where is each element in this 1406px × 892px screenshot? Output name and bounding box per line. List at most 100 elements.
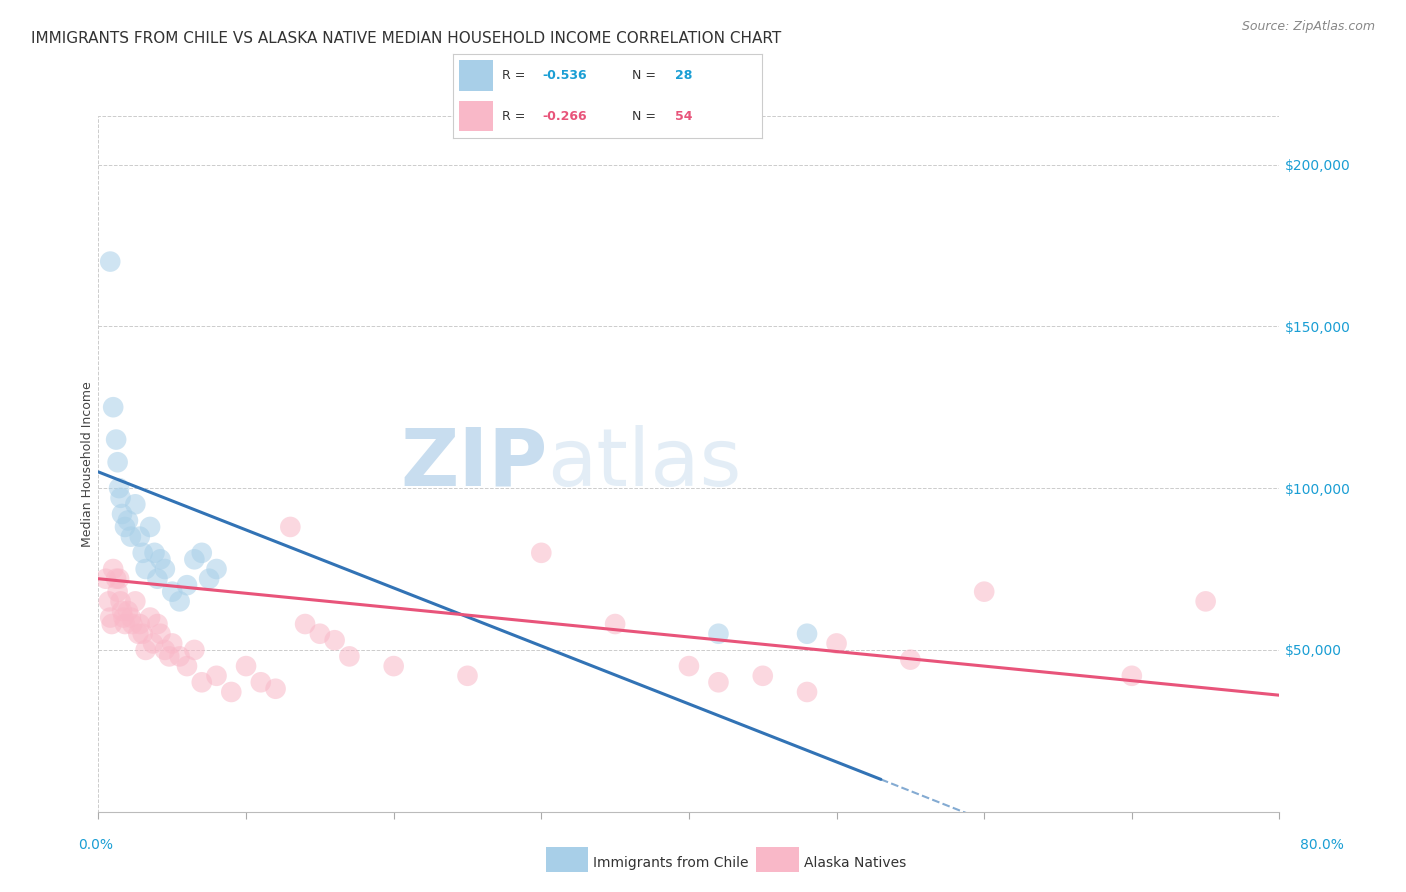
- Point: [139, 610, 162, 624]
- Point: [146, 617, 169, 632]
- Text: Immigrants from Chile: Immigrants from Chile: [593, 855, 749, 870]
- Point: [153, 562, 176, 576]
- Point: [456, 669, 478, 683]
- Point: [707, 675, 730, 690]
- Text: N =: N =: [633, 110, 661, 123]
- Point: [107, 584, 129, 599]
- Point: [183, 643, 205, 657]
- Point: [264, 681, 287, 696]
- Point: [142, 636, 165, 650]
- FancyBboxPatch shape: [458, 101, 494, 131]
- Point: [707, 626, 730, 640]
- Point: [183, 552, 205, 566]
- Text: N =: N =: [633, 69, 661, 82]
- Point: [1121, 669, 1143, 683]
- Point: [110, 594, 132, 608]
- Point: [120, 610, 142, 624]
- Point: [143, 546, 166, 560]
- Point: [110, 491, 132, 505]
- Text: R =: R =: [502, 69, 530, 82]
- Text: 0.0%: 0.0%: [79, 838, 112, 852]
- Point: [309, 626, 332, 640]
- Point: [135, 562, 157, 576]
- Text: 54: 54: [675, 110, 693, 123]
- Point: [132, 546, 155, 560]
- Text: ZIP: ZIP: [399, 425, 547, 503]
- Point: [205, 562, 228, 576]
- Point: [124, 497, 146, 511]
- Text: Source: ZipAtlas.com: Source: ZipAtlas.com: [1241, 20, 1375, 33]
- Point: [108, 481, 131, 495]
- Point: [114, 617, 136, 632]
- Point: [132, 626, 155, 640]
- Point: [153, 643, 176, 657]
- Point: [323, 633, 346, 648]
- Point: [105, 433, 128, 447]
- Point: [94, 572, 117, 586]
- Point: [162, 584, 183, 599]
- Text: -0.536: -0.536: [543, 69, 588, 82]
- Point: [796, 626, 818, 640]
- Point: [100, 617, 122, 632]
- Point: [382, 659, 405, 673]
- Point: [117, 604, 139, 618]
- Point: [108, 572, 131, 586]
- Text: R =: R =: [502, 110, 530, 123]
- Point: [278, 520, 302, 534]
- Point: [117, 513, 139, 527]
- Point: [751, 669, 773, 683]
- Point: [1195, 594, 1218, 608]
- Point: [107, 455, 129, 469]
- Point: [973, 584, 995, 599]
- Point: [530, 546, 553, 560]
- Point: [149, 552, 172, 566]
- Point: [339, 649, 360, 664]
- Point: [678, 659, 700, 673]
- Point: [103, 562, 125, 576]
- Point: [135, 643, 157, 657]
- FancyBboxPatch shape: [458, 61, 494, 91]
- Text: -0.266: -0.266: [543, 110, 588, 123]
- Point: [198, 572, 221, 586]
- Point: [124, 594, 146, 608]
- Point: [205, 669, 228, 683]
- Point: [112, 610, 135, 624]
- Point: [149, 626, 172, 640]
- Point: [146, 572, 169, 586]
- Point: [139, 520, 162, 534]
- Point: [128, 530, 150, 544]
- Point: [169, 649, 191, 664]
- Point: [796, 685, 818, 699]
- Point: [235, 659, 257, 673]
- Point: [157, 649, 180, 664]
- Point: [128, 617, 150, 632]
- Point: [176, 659, 198, 673]
- Point: [111, 604, 134, 618]
- Point: [169, 594, 191, 608]
- Point: [219, 685, 242, 699]
- Point: [121, 617, 143, 632]
- Point: [900, 652, 922, 666]
- Point: [97, 594, 120, 608]
- Point: [250, 675, 273, 690]
- Point: [105, 572, 128, 586]
- Text: Alaska Natives: Alaska Natives: [804, 855, 907, 870]
- Point: [162, 636, 183, 650]
- Point: [191, 546, 214, 560]
- Text: 80.0%: 80.0%: [1299, 838, 1344, 852]
- Point: [103, 401, 125, 415]
- Point: [176, 578, 198, 592]
- Point: [98, 254, 121, 268]
- Point: [825, 636, 848, 650]
- Point: [98, 610, 121, 624]
- Text: 28: 28: [675, 69, 693, 82]
- Point: [605, 617, 627, 632]
- Text: atlas: atlas: [547, 425, 741, 503]
- Point: [191, 675, 214, 690]
- Point: [120, 530, 142, 544]
- Text: IMMIGRANTS FROM CHILE VS ALASKA NATIVE MEDIAN HOUSEHOLD INCOME CORRELATION CHART: IMMIGRANTS FROM CHILE VS ALASKA NATIVE M…: [31, 31, 782, 46]
- Y-axis label: Median Household Income: Median Household Income: [80, 381, 94, 547]
- Point: [294, 617, 316, 632]
- Point: [114, 520, 136, 534]
- Point: [111, 507, 134, 521]
